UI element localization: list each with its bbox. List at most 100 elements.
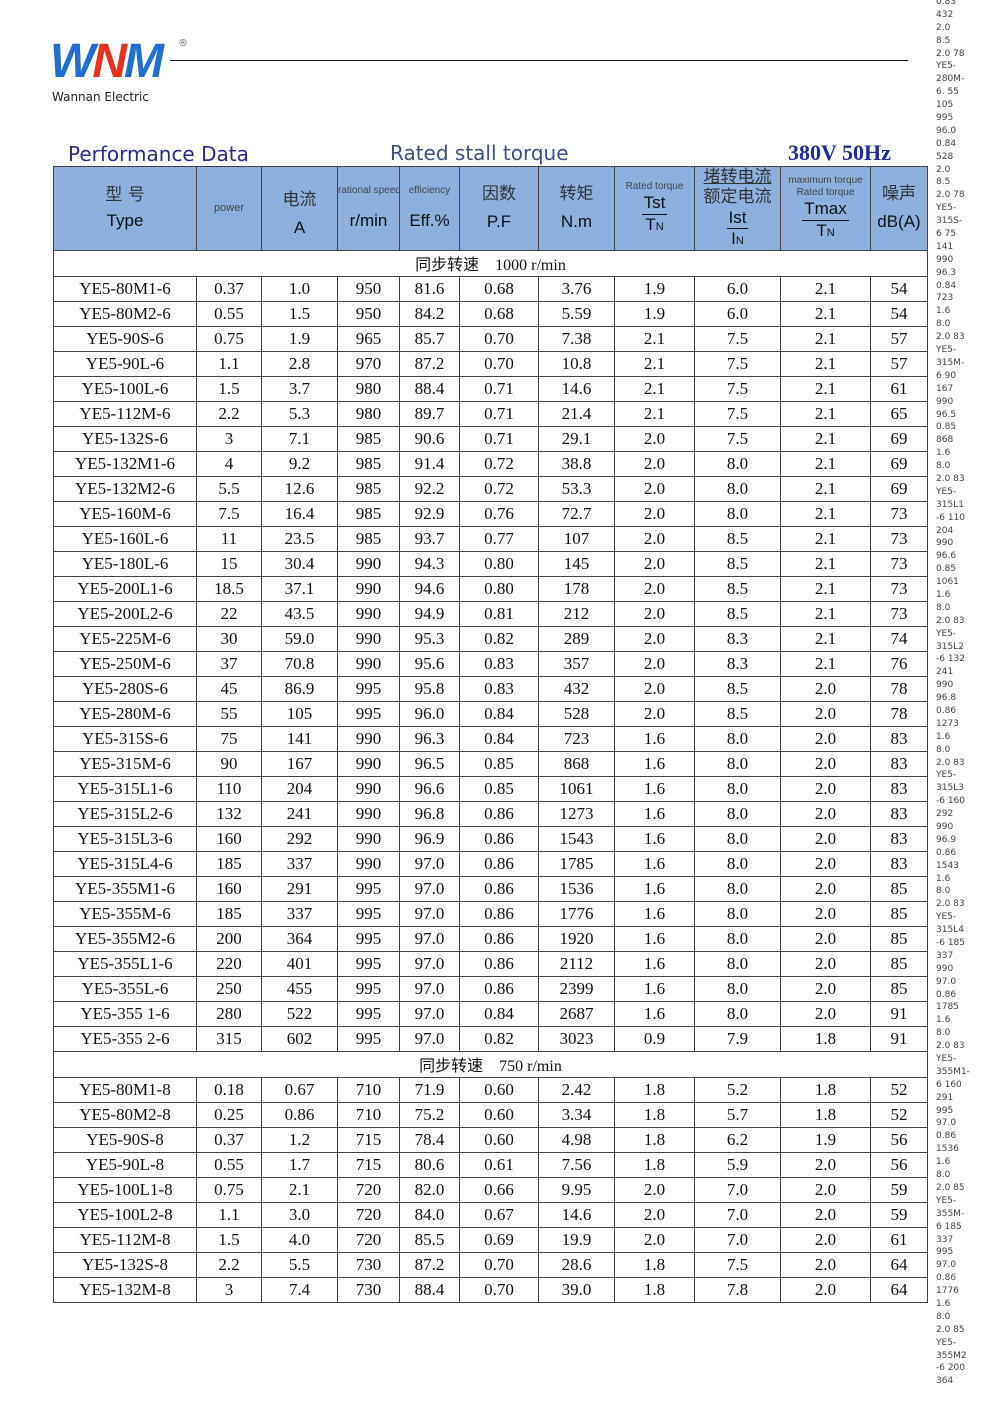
cell-starting-current-ratio: 6.2 [694,1126,781,1153]
cell-current: 1.5 [261,300,338,327]
table-row: YE5-100L-6 1.5 3.7 980 88.4 0.71 14.6 2.1 7.5 2.1… [53,375,928,402]
cell-current: 292 [261,825,338,852]
cell-power-factor: 0.83 [459,650,539,677]
cell-power-factor: 0.66 [459,1176,539,1203]
cell-starting-current-ratio: 8.5 [694,525,781,552]
table-row: YE5-200L1-6 18.5 37.1 990 94.6 0.80 178 2.0 8.5 2… [53,575,928,602]
cell-starting-current-ratio: 6.0 [694,275,781,302]
cell-type: YE5-112M-8 [53,1226,197,1253]
cell-starting-torque-ratio: 2.0 [614,425,695,452]
cell-efficiency: 95.8 [399,675,460,702]
cell-speed: 995 [337,675,400,702]
cell-noise: 57 [870,325,928,352]
table-row: YE5-315M-6 90 167 990 96.5 0.85 868 1.6 8.0 2.0 83 [53,750,928,777]
cell-speed: 715 [337,1151,400,1178]
cell-starting-current-ratio: 6.0 [694,300,781,327]
cell-starting-torque-ratio: 2.0 [614,700,695,727]
cell-torque: 7.56 [538,1151,615,1178]
cell-torque: 19.9 [538,1226,615,1253]
cell-power-kw: 160 [196,875,262,902]
cell-noise: 78 [870,675,928,702]
stray-text-line: -6 160 [936,796,966,807]
cell-noise: 83 [870,750,928,777]
table-row: YE5-355 1-6 280 522 995 97.0 0.84 2687 1.6 8.0 2.… [53,1000,928,1027]
cell-speed: 990 [337,725,400,752]
cell-efficiency: 71.9 [399,1076,460,1103]
cell-max-torque-ratio: 2.0 [780,900,871,927]
cell-starting-current-ratio: 8.0 [694,775,781,802]
cell-efficiency: 90.6 [399,425,460,452]
cell-max-torque-ratio: 2.1 [780,375,871,402]
cell-power-kw: 75 [196,725,262,752]
table-row: YE5-250M-6 37 70.8 990 95.6 0.83 357 2.0 8.3 2.1 7… [53,650,928,677]
cell-starting-current-ratio: 8.0 [694,950,781,977]
cell-efficiency: 95.3 [399,625,460,652]
cell-speed: 720 [337,1201,400,1228]
cell-max-torque-ratio: 2.0 [780,1000,871,1027]
registered-mark-icon: ® [178,38,188,49]
cell-current: 1.9 [261,325,338,352]
header-row: 型 号 Type power 电流 A rational speed r/min ef… [53,166,928,251]
company-logo: WNM ® Wannan Electric [50,38,200,108]
cell-power-factor: 0.71 [459,400,539,427]
cell-current: 3.0 [261,1201,338,1228]
section-label: 同步转速 750 r/min [53,1050,928,1078]
cell-type: YE5-112M-6 [53,400,197,427]
cell-power-kw: 110 [196,775,262,802]
cell-current: 86.9 [261,675,338,702]
stray-text-line: 8.5 [936,177,951,188]
stray-text-line: 1776 [936,1286,959,1297]
cell-efficiency: 93.7 [399,525,460,552]
stray-text-line: 1273 [936,718,959,729]
cell-power-factor: 0.77 [459,525,539,552]
stray-text-line: 0.85 [936,564,957,575]
stray-text-line: 990 [936,822,954,832]
cell-torque: 212 [538,600,615,627]
table-row: YE5-80M1-6 0.37 1.0 950 81.6 0.68 3.76 1.9 6.0 2.… [53,275,928,302]
table-row: YE5-90S-8 0.37 1.2 715 78.4 0.60 4.98 1.8 6.2 1.9… [53,1126,928,1153]
cell-speed: 990 [337,825,400,852]
cell-starting-current-ratio: 8.5 [694,550,781,577]
stray-text-line: 0.84 [936,138,957,149]
cell-starting-torque-ratio: 2.1 [614,325,695,352]
cell-power-kw: 3 [196,425,262,452]
stray-text-line: 6 75 [936,229,957,240]
cell-power-factor: 0.80 [459,575,539,602]
stray-text-line: YE5- [936,61,957,72]
cell-starting-torque-ratio: 1.9 [614,300,695,327]
cell-power-kw: 0.18 [196,1076,262,1103]
cell-power-factor: 0.80 [459,550,539,577]
cell-power-factor: 0.86 [459,900,539,927]
cell-power-kw: 15 [196,550,262,577]
cell-power-factor: 0.60 [459,1076,539,1103]
cell-max-torque-ratio: 2.0 [780,925,871,952]
cell-power-factor: 0.72 [459,475,539,502]
cell-starting-torque-ratio: 1.6 [614,1000,695,1027]
cell-max-torque-ratio: 2.1 [780,575,871,602]
stray-text-line: 0.86 [936,1131,957,1142]
cell-max-torque-ratio: 2.1 [780,400,871,427]
cell-starting-current-ratio: 8.0 [694,450,781,477]
stray-text-line: 2.0 83 [936,1041,965,1052]
overlay-caption: Rated stall torque [390,141,569,165]
stray-text-line: 315M- [936,357,965,368]
stray-text-line: YE5- [936,1195,957,1206]
page-title: Performance Data [68,142,249,166]
cell-starting-current-ratio: 8.0 [694,925,781,952]
cell-noise: 91 [870,1000,928,1027]
stray-text-line: 0.83 [936,0,957,7]
stray-text-line: 97.0 [936,976,957,987]
cell-power-kw: 18.5 [196,575,262,602]
cell-efficiency: 96.5 [399,750,460,777]
cell-efficiency: 78.4 [399,1126,460,1153]
stray-text-line: 1.6 [936,448,951,459]
cell-noise: 85 [870,875,928,902]
cell-torque: 2687 [538,1000,615,1027]
cell-type: YE5-355M2-6 [53,925,197,952]
cell-power-kw: 11 [196,525,262,552]
cell-max-torque-ratio: 2.0 [780,875,871,902]
cell-starting-current-ratio: 8.0 [694,475,781,502]
cell-starting-current-ratio: 7.0 [694,1201,781,1228]
table-row: YE5-280S-6 45 86.9 995 95.8 0.83 432 2.0 8.5 2.0 7… [53,675,928,702]
stray-text-line: 6 90 [936,370,957,381]
